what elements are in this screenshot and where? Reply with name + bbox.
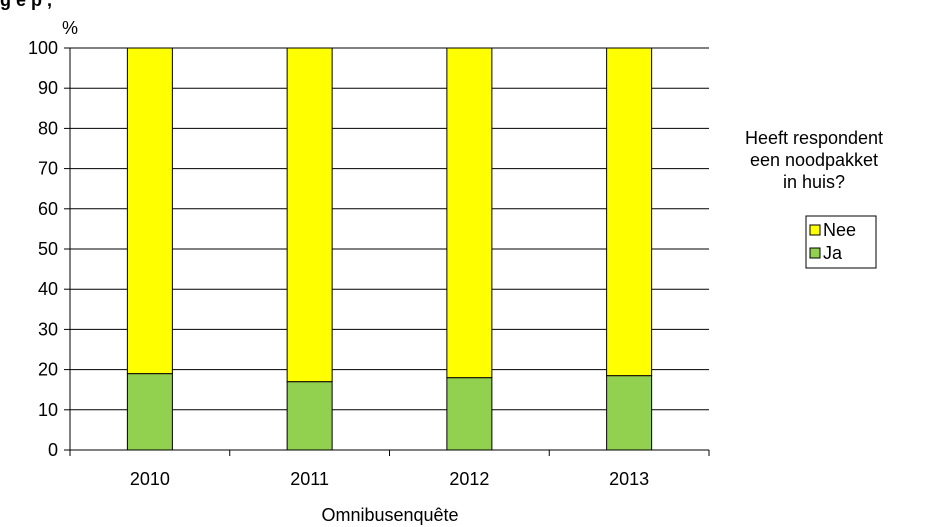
bar-nee-2010: [127, 48, 172, 374]
y-tick-label: 100: [28, 38, 58, 58]
y-tick-label: 0: [48, 440, 58, 460]
y-tick-label: 30: [38, 319, 58, 339]
legend-title-line: Heeft respondent: [745, 128, 883, 148]
legend-swatch-ja: [810, 248, 820, 258]
bar-ja-2012: [447, 378, 492, 450]
x-axis-label: Omnibusenquête: [321, 505, 458, 525]
y-axis-label: %: [62, 18, 78, 38]
x-tick-label-2013: 2013: [609, 469, 649, 489]
y-axis-ticks: 0 10 20 30 40 50 60 70 80 90 100: [28, 38, 70, 460]
bar-nee-2011: [287, 48, 332, 382]
x-tick-label-2012: 2012: [449, 469, 489, 489]
y-tick-label: 60: [38, 199, 58, 219]
y-tick-label: 20: [38, 360, 58, 380]
bar-nee-2013: [607, 48, 652, 376]
legend-title-line: in huis?: [783, 172, 845, 192]
y-tick-label: 90: [38, 78, 58, 98]
bar-ja-2013: [607, 376, 652, 450]
y-tick-label: 50: [38, 239, 58, 259]
y-tick-label: 80: [38, 118, 58, 138]
y-tick-label: 40: [38, 279, 58, 299]
bar-ja-2010: [127, 374, 172, 450]
legend-label-nee: Nee: [823, 220, 856, 240]
bar-nee-2012: [447, 48, 492, 378]
y-tick-label: 70: [38, 159, 58, 179]
legend-swatch-nee: [810, 225, 820, 235]
y-tick-label: 10: [38, 400, 58, 420]
x-tick-label-2011: 2011: [290, 469, 329, 489]
x-tick-label-2010: 2010: [130, 469, 170, 489]
chart-title: g e p ,: [0, 0, 52, 10]
bar-ja-2011: [287, 382, 332, 450]
legend-label-ja: Ja: [823, 243, 843, 263]
legend-title-line: een noodpakket: [750, 150, 878, 170]
x-axis-ticks: 2010 2011 2012 2013: [70, 450, 709, 489]
